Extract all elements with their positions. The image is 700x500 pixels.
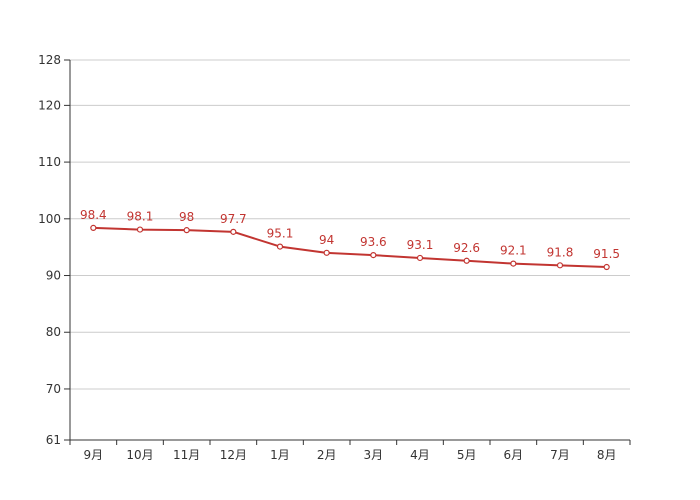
y-tick-label: 110 xyxy=(38,155,61,169)
x-tick-label: 8月 xyxy=(597,448,617,462)
grid-lines xyxy=(70,59,630,390)
x-axis-ticks: 9月 10月 11月 12月 1月 2月 3月 4月 5月 6月 7月 8月 xyxy=(69,440,631,462)
data-label: 98 xyxy=(179,210,194,224)
data-label: 93.1 xyxy=(407,238,434,252)
data-point xyxy=(136,226,144,233)
data-point xyxy=(370,252,377,259)
data-labels: 98.4 98.1 98 97.7 95.1 94 93.6 93.1 92.6 92.1 91.8… xyxy=(80,208,620,261)
data-label: 91.5 xyxy=(593,247,620,261)
data-point xyxy=(603,263,610,271)
x-tick-label: 12月 xyxy=(220,448,247,462)
x-tick-label: 7月 xyxy=(550,448,570,462)
data-label: 92.6 xyxy=(453,241,480,255)
data-label: 92.1 xyxy=(500,244,527,258)
data-point xyxy=(556,262,564,269)
data-point xyxy=(230,228,237,235)
y-tick-label: 120 xyxy=(38,98,61,112)
series-line xyxy=(93,226,607,269)
data-label: 94 xyxy=(319,233,334,247)
x-tick-label: 9月 xyxy=(84,448,104,462)
x-tick-label: 5月 xyxy=(457,448,477,462)
data-point xyxy=(416,254,424,262)
y-tick-label: 128 xyxy=(38,53,61,67)
x-tick-label: 2月 xyxy=(317,448,337,462)
data-label: 93.6 xyxy=(360,235,387,249)
data-series xyxy=(90,224,610,271)
data-point xyxy=(463,257,470,264)
data-label: 91.8 xyxy=(547,245,574,259)
y-tick-label: 100 xyxy=(38,212,61,226)
data-label: 95.1 xyxy=(267,227,294,241)
data-label: 98.4 xyxy=(80,208,107,222)
x-tick-label: 6月 xyxy=(504,448,524,462)
y-tick-label: 70 xyxy=(46,382,61,396)
x-tick-label: 11月 xyxy=(173,448,200,462)
data-point xyxy=(276,243,284,250)
data-point xyxy=(183,227,190,234)
y-tick-label: 61 xyxy=(46,433,61,447)
data-label: 97.7 xyxy=(220,212,247,226)
x-tick-label: 3月 xyxy=(364,448,384,462)
x-tick-label: 1月 xyxy=(270,448,290,462)
y-tick-label: 80 xyxy=(46,325,61,339)
data-label: 98.1 xyxy=(127,210,154,224)
x-tick-label: 4月 xyxy=(410,448,430,462)
x-tick-label: 10月 xyxy=(126,448,153,462)
data-point xyxy=(90,224,97,231)
data-point xyxy=(323,249,330,256)
y-axis-ticks: 61 70 80 90 100 110 120 128 xyxy=(38,53,70,447)
y-tick-label: 90 xyxy=(46,269,61,283)
data-point xyxy=(510,260,517,267)
